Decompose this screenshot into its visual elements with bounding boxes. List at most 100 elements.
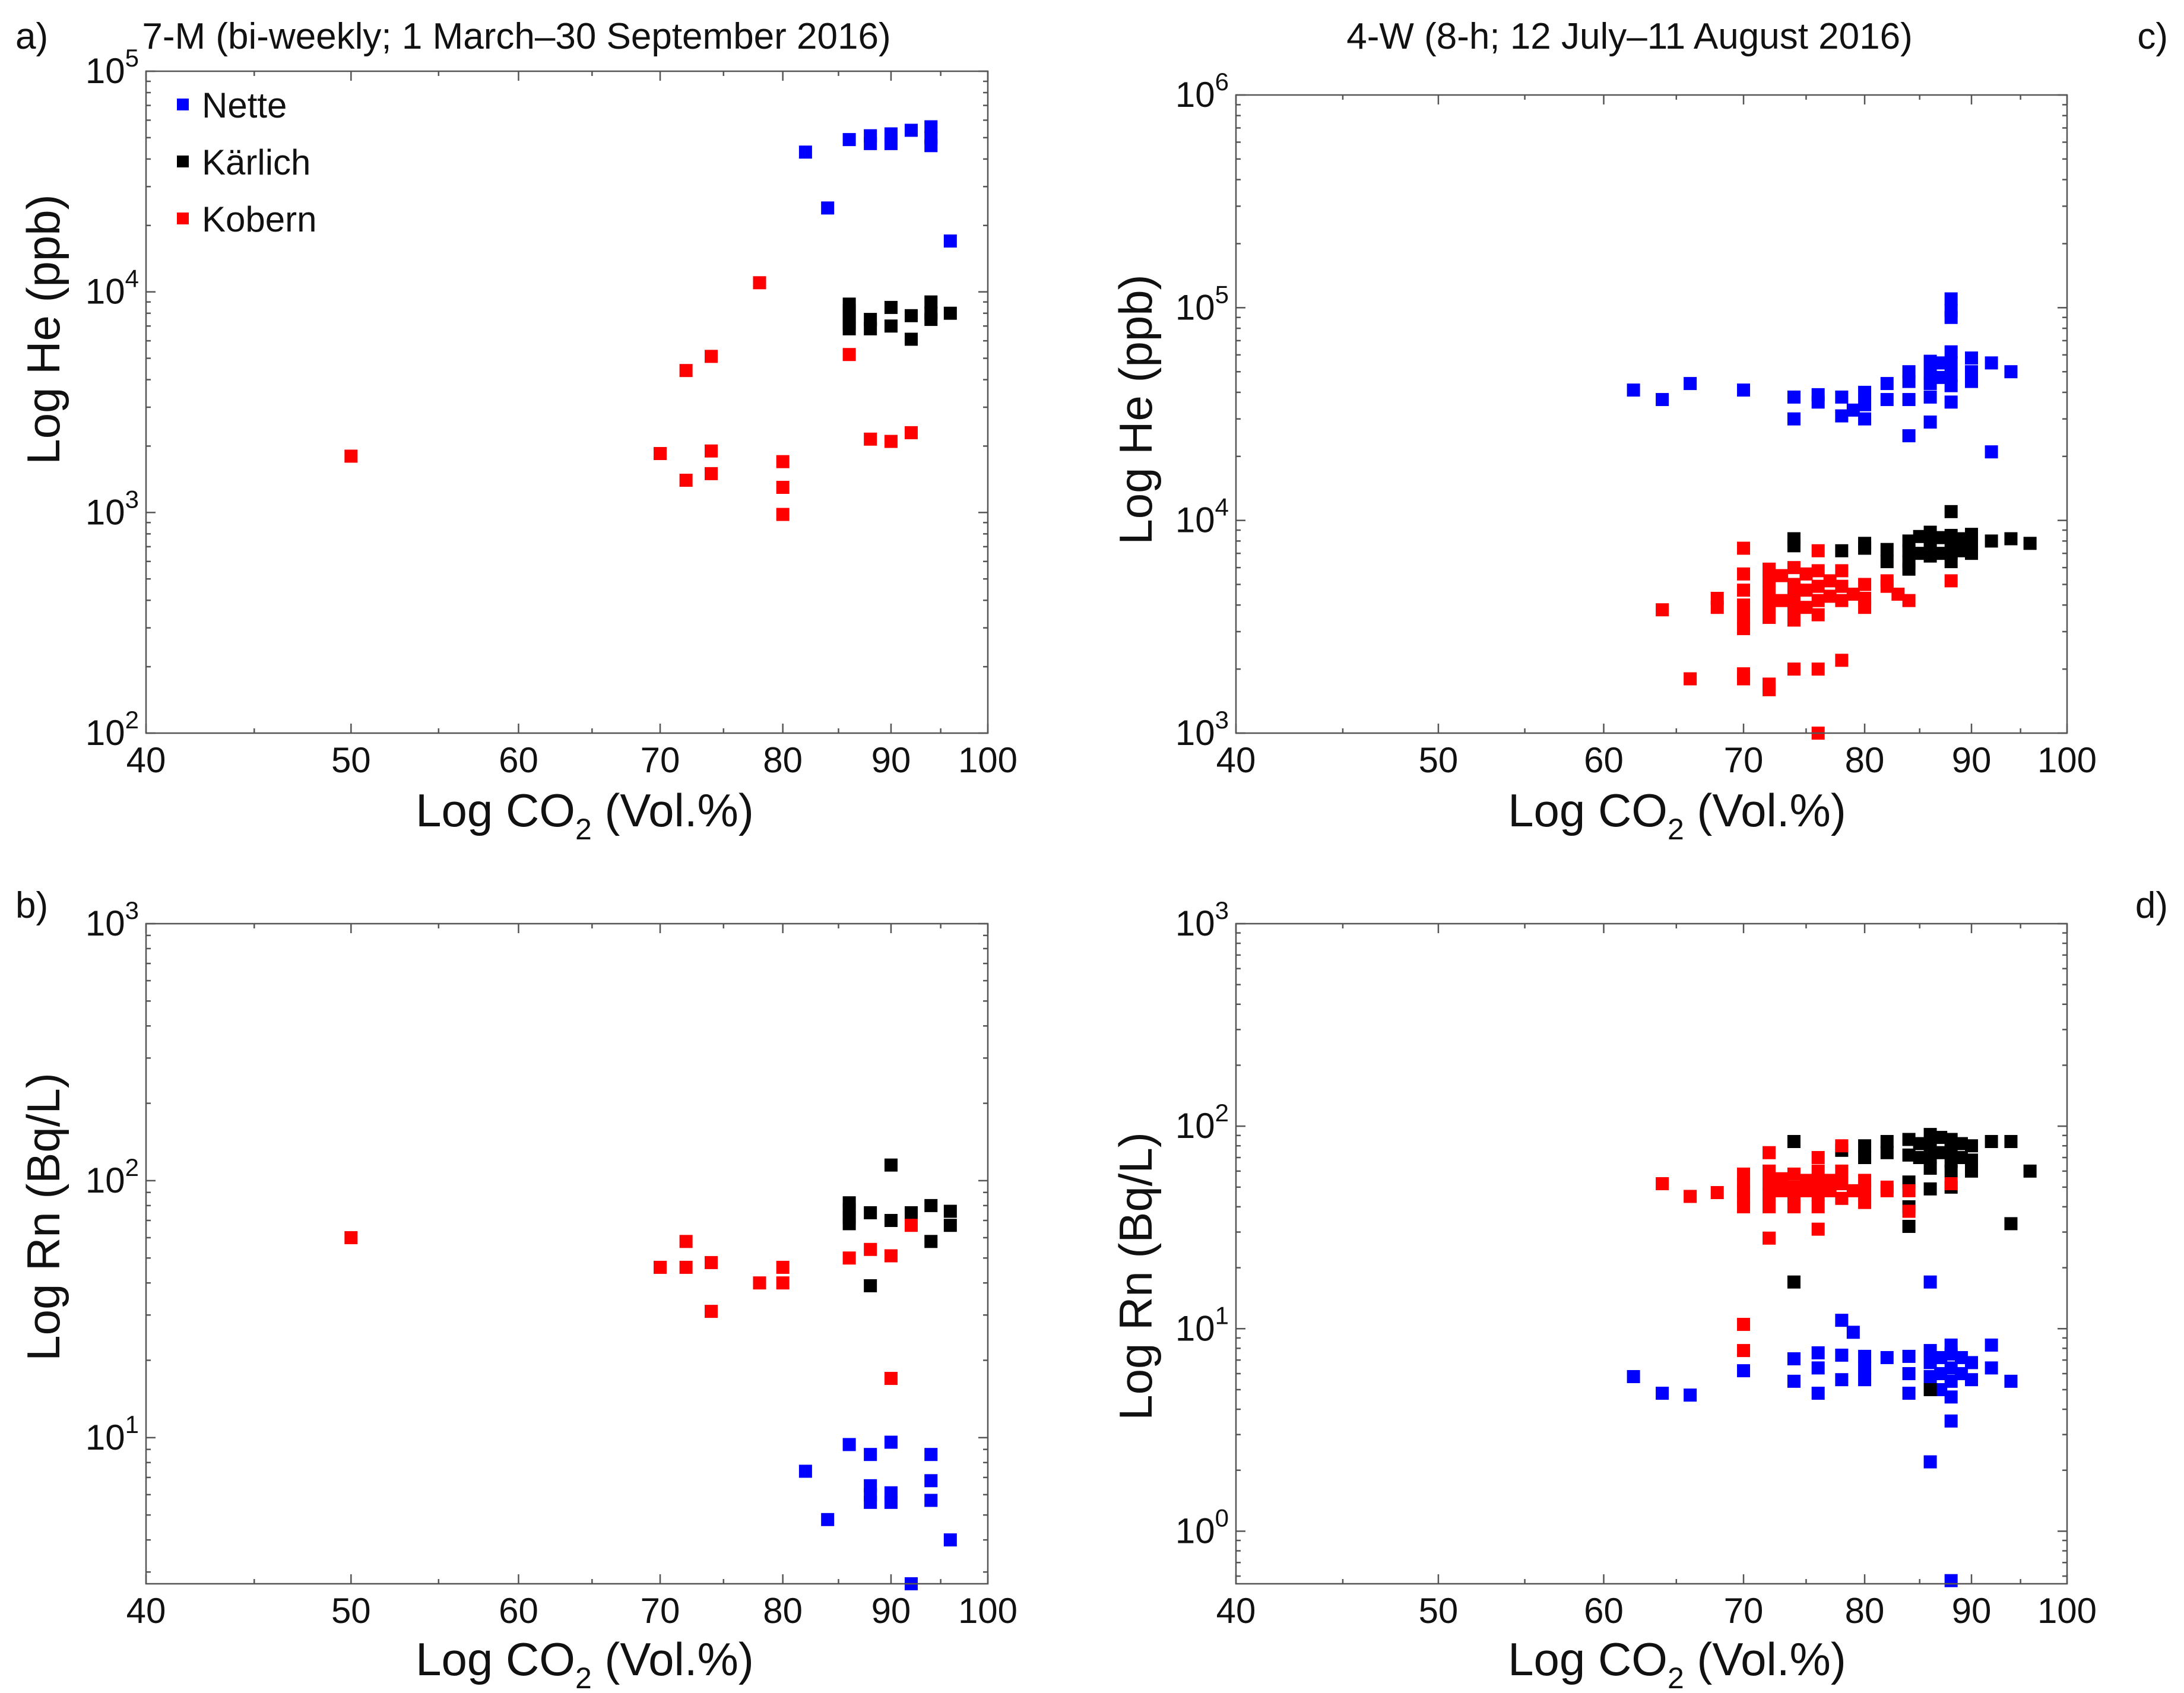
legend-label-nette: Nette <box>202 85 287 125</box>
point-kobern <box>1823 574 1837 588</box>
x-tick-label: 80 <box>763 740 803 780</box>
panel-d-plot-frame <box>1235 922 2068 1585</box>
point-nette <box>821 1513 835 1526</box>
point-karlich <box>1787 539 1801 553</box>
point-karlich <box>1880 543 1894 556</box>
point-karlich <box>1835 544 1849 557</box>
point-karlich <box>842 1217 856 1231</box>
legend-marker-karlich <box>177 156 189 167</box>
point-kobern <box>1787 1180 1801 1194</box>
point-kobern <box>1811 1188 1825 1201</box>
point-karlich <box>1985 534 1998 548</box>
point-karlich <box>1902 562 1916 576</box>
y-tick-label-exponent: 2 <box>125 1153 139 1181</box>
point-karlich <box>884 319 898 333</box>
x-tick-label: 60 <box>499 1591 538 1631</box>
point-nette <box>1965 1356 1979 1369</box>
panel-b-y-axis-label: Log Rn (Bq/L) <box>17 1073 69 1361</box>
point-karlich <box>1954 1137 1968 1150</box>
point-karlich <box>2004 1217 2018 1231</box>
point-kobern <box>1737 1200 1751 1213</box>
y-tick-label-exponent: 3 <box>125 485 139 513</box>
point-nette <box>1627 1369 1640 1383</box>
point-kobern <box>344 449 358 463</box>
point-kobern <box>1763 562 1776 576</box>
panel-d-x-axis-label: Log CO2 (Vol.%) <box>1508 1633 1846 1693</box>
point-karlich <box>904 1206 918 1220</box>
y-tick-label-base: 10 <box>1175 500 1215 540</box>
point-karlich <box>1913 1137 1926 1150</box>
point-nette <box>1965 1373 1979 1387</box>
point-nette <box>1944 1574 1958 1587</box>
point-kobern <box>1858 1196 1872 1209</box>
point-kobern <box>1787 613 1801 627</box>
point-nette <box>1846 1326 1860 1339</box>
point-kobern <box>1811 1150 1825 1164</box>
point-karlich <box>1965 537 1979 550</box>
point-karlich <box>1923 1140 1937 1154</box>
point-nette <box>1902 1367 1916 1380</box>
point-kobern <box>1763 1164 1776 1178</box>
point-nette <box>1902 1387 1916 1400</box>
panel-b-x-axis-label-main: Log CO <box>416 1633 575 1685</box>
point-nette <box>1965 351 1979 365</box>
point-nette <box>1944 292 1958 306</box>
point-karlich <box>1985 1134 1998 1148</box>
point-kobern <box>776 1260 790 1274</box>
panel-a-x-axis-label: Log CO2 (Vol.%) <box>416 784 754 846</box>
point-nette <box>1858 412 1872 426</box>
x-tick-label: 80 <box>763 1591 803 1631</box>
y-tick-label-base: 10 <box>1175 287 1215 327</box>
point-nette <box>1985 1338 1998 1352</box>
point-kobern <box>1737 672 1751 686</box>
x-tick-label: 40 <box>1216 740 1256 780</box>
point-karlich <box>2004 532 2018 546</box>
point-karlich <box>1858 1150 1872 1164</box>
point-kobern <box>1835 1164 1849 1178</box>
point-nette <box>1627 383 1640 397</box>
point-nette <box>1902 375 1916 388</box>
point-kobern <box>1799 1174 1813 1187</box>
point-nette <box>924 139 938 153</box>
panel-c-plot-frame <box>1235 94 2068 734</box>
x-tick-label: 100 <box>2037 1591 2097 1631</box>
point-karlich <box>1787 1134 1801 1148</box>
y-tick-label-exponent: 4 <box>1215 493 1229 521</box>
y-tick-label-exponent: 5 <box>125 44 139 72</box>
x-tick-label: 50 <box>331 740 371 780</box>
point-nette <box>1787 412 1801 426</box>
panel-c-y-axis-label: Log He (ppb) <box>1110 274 1162 544</box>
panel-c-x-axis-label-tail: (Vol.%) <box>1684 784 1846 836</box>
point-kobern <box>1737 598 1751 612</box>
point-karlich <box>2023 1164 2037 1178</box>
point-nette <box>1923 1356 1937 1369</box>
point-nette <box>1985 356 1998 370</box>
point-nette <box>904 123 918 137</box>
point-kobern <box>776 1276 790 1290</box>
point-karlich <box>884 300 898 314</box>
panel-b-x-axis-label-sub: 2 <box>575 1662 592 1693</box>
y-tick-label: 102 <box>85 1153 139 1200</box>
point-kobern <box>1811 608 1825 622</box>
point-kobern <box>1763 1188 1776 1201</box>
y-tick-label-base: 10 <box>85 903 125 943</box>
point-nette <box>1656 393 1669 407</box>
point-kobern <box>1787 561 1801 575</box>
point-karlich <box>1923 549 1937 563</box>
x-tick-label: 40 <box>1216 1591 1256 1631</box>
y-tick-label-exponent: 1 <box>1215 1301 1229 1329</box>
point-karlich <box>1858 541 1872 555</box>
point-kobern <box>776 480 790 494</box>
point-kobern <box>1763 1177 1776 1191</box>
point-nette <box>2004 365 2018 379</box>
point-kobern <box>864 432 877 446</box>
point-nette <box>1737 383 1751 397</box>
y-tick-label: 101 <box>1175 1301 1229 1348</box>
panel-b-points <box>344 1158 957 1590</box>
point-karlich <box>1934 531 1948 544</box>
y-tick-label: 102 <box>85 706 139 753</box>
point-kobern <box>1811 594 1825 607</box>
x-tick-label: 40 <box>126 1591 166 1631</box>
panel-a-x-axis-label-sub: 2 <box>575 813 592 846</box>
